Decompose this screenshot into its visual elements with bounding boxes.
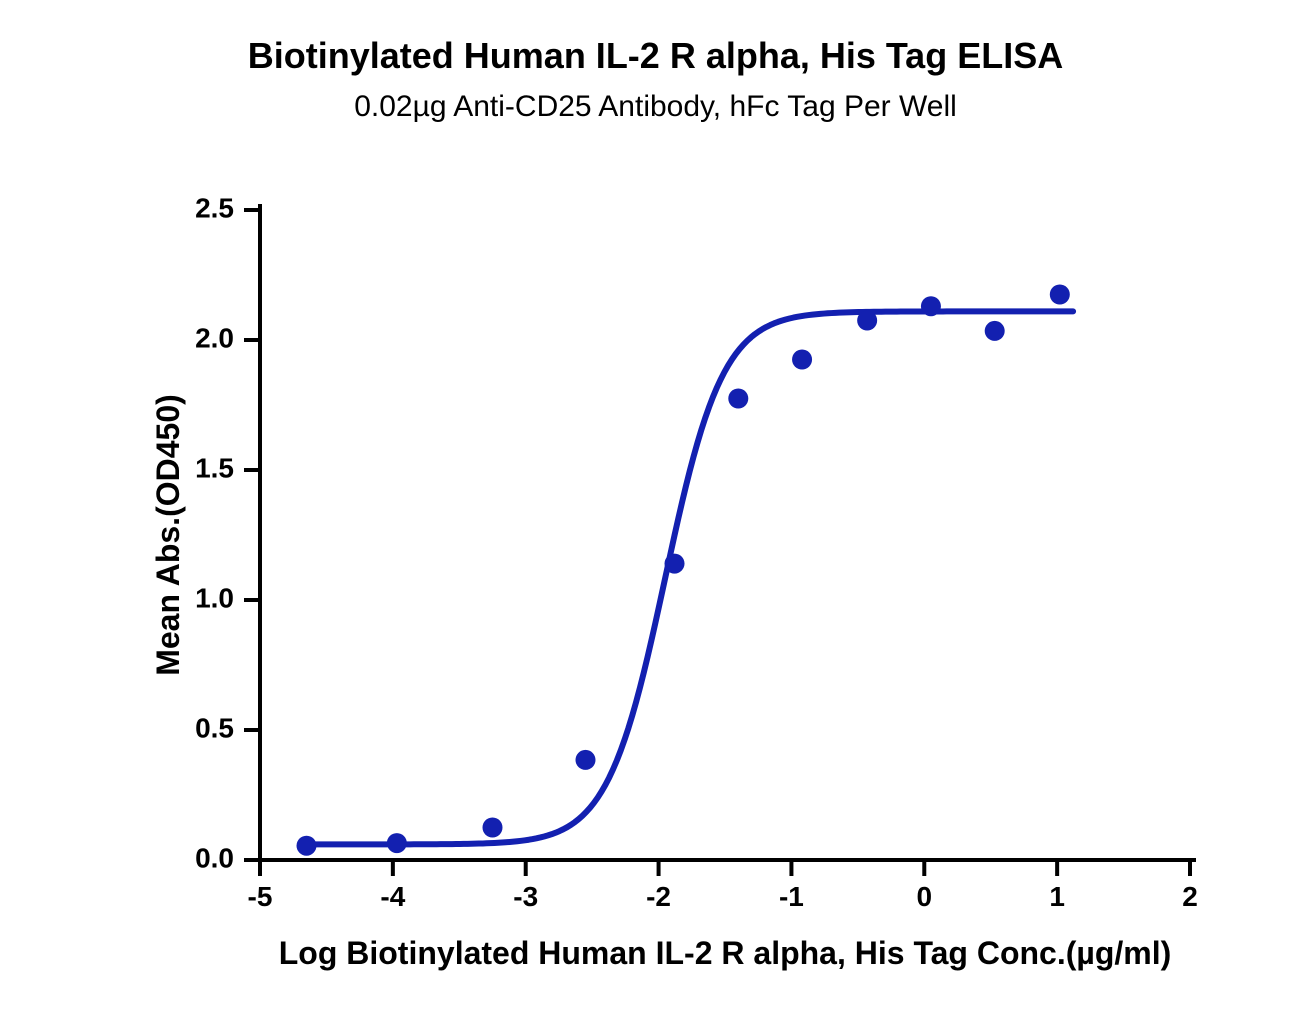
data-point <box>483 818 503 838</box>
x-tick-label: -2 <box>646 881 671 912</box>
data-point <box>985 321 1005 341</box>
y-tick-label: 2.5 <box>195 192 234 223</box>
data-point <box>576 750 596 770</box>
data-point <box>921 296 941 316</box>
data-point <box>387 833 407 853</box>
y-axis-label: Mean Abs.(OD450) <box>150 394 186 676</box>
x-tick-label: -3 <box>513 881 538 912</box>
chart-area: 0.0 0.5 1.0 1.5 2.0 2.5 -5 -4 -3 -2 -1 0 1 2 Mean Abs.… <box>150 190 1280 990</box>
y-tick-label: 1.5 <box>195 452 234 483</box>
data-point <box>857 311 877 331</box>
x-axis-label: Log Biotinylated Human IL-2 R alpha, His… <box>279 935 1172 971</box>
chart-subtitle: 0.02µg Anti-CD25 Antibody, hFc Tag Per W… <box>0 90 1311 124</box>
x-tick-label: 2 <box>1182 881 1198 912</box>
data-point <box>297 836 317 856</box>
data-point <box>792 350 812 370</box>
x-tick-label: -1 <box>779 881 804 912</box>
y-tick-label: 0.5 <box>195 712 234 743</box>
chart-title: Biotinylated Human IL-2 R alpha, His Tag… <box>0 35 1311 77</box>
data-point <box>665 554 685 574</box>
y-tick-label: 2.0 <box>195 322 234 353</box>
data-point <box>1050 285 1070 305</box>
x-tick-label: 1 <box>1049 881 1065 912</box>
y-tick-label: 1.0 <box>195 582 234 613</box>
page: Biotinylated Human IL-2 R alpha, His Tag… <box>0 0 1311 1017</box>
y-tick-label: 0.0 <box>195 842 234 873</box>
x-tick-label: -5 <box>248 881 273 912</box>
x-tick-label: 0 <box>916 881 932 912</box>
data-point <box>728 389 748 409</box>
fit-curve <box>307 311 1074 844</box>
x-tick-label: -4 <box>380 881 405 912</box>
chart-svg: 0.0 0.5 1.0 1.5 2.0 2.5 -5 -4 -3 -2 -1 0 1 2 Mean Abs.… <box>150 190 1280 990</box>
